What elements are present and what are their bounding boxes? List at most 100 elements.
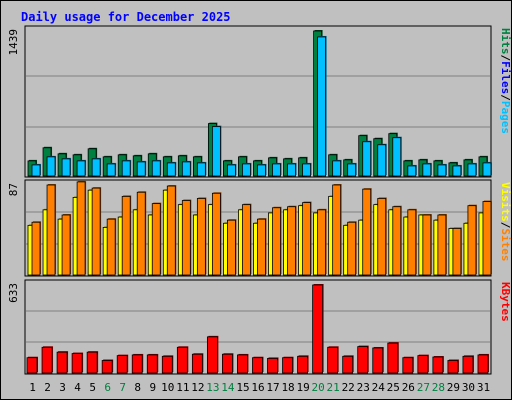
- bar-files: [317, 36, 327, 177]
- bar-sites: [196, 198, 206, 276]
- bar-kbytes: [237, 354, 248, 374]
- bar-kbytes: [191, 353, 203, 374]
- x-tick-label: 22: [342, 381, 355, 394]
- x-tick-label: 26: [402, 381, 415, 394]
- bar-sites: [302, 202, 311, 276]
- bar-files: [467, 163, 477, 177]
- x-tick-label: 30: [462, 381, 475, 394]
- bar-kbytes: [462, 355, 474, 374]
- bar-sites: [121, 195, 131, 276]
- bar-files: [452, 165, 462, 177]
- x-tick-label: 10: [161, 381, 174, 394]
- bar-kbytes: [26, 357, 38, 374]
- x-tick-label: 17: [266, 381, 279, 394]
- bar-kbytes: [86, 351, 98, 374]
- legend-entry: Pages: [499, 101, 512, 134]
- bar-files: [61, 158, 71, 177]
- bar-kbytes: [131, 354, 143, 374]
- bar-kbytes: [477, 354, 489, 374]
- bar-kbytes: [267, 358, 278, 374]
- x-tick-label: 25: [387, 381, 400, 394]
- bar-sites: [362, 188, 372, 276]
- bar-kbytes: [116, 355, 128, 374]
- bar-files: [76, 160, 86, 177]
- bar-files: [422, 163, 432, 177]
- bar-kbytes: [357, 346, 369, 374]
- x-tick-label: 19: [296, 381, 309, 394]
- bar-kbytes: [222, 353, 233, 374]
- legend-entry: Hits: [499, 28, 512, 55]
- chart-title: Daily usage for December 2025: [21, 10, 231, 24]
- x-tick-label: 20: [312, 381, 325, 394]
- bar-sites: [211, 192, 221, 276]
- bar-sites: [407, 209, 417, 276]
- bar-kbytes: [71, 353, 83, 374]
- bar-sites: [166, 185, 176, 276]
- x-tick-label: 6: [104, 381, 111, 394]
- x-tick-label: 21: [327, 381, 340, 394]
- bar-files: [136, 161, 146, 177]
- bar-files: [407, 165, 417, 177]
- bar-files: [31, 164, 41, 177]
- bar-sites: [136, 191, 146, 276]
- x-tick-label: 2: [44, 381, 51, 394]
- bar-sites: [61, 214, 71, 276]
- bar-files: [242, 163, 251, 177]
- legend-sites_visits: Visits/Sites: [499, 182, 512, 262]
- x-tick-label: 13: [206, 381, 219, 394]
- bar-kbytes: [312, 284, 324, 374]
- bar-files: [437, 164, 447, 177]
- bar-sites: [422, 214, 432, 276]
- x-tick-label: 23: [357, 381, 370, 394]
- bar-files: [347, 163, 357, 177]
- bar-kbytes: [417, 355, 429, 374]
- bar-files: [287, 163, 296, 177]
- x-tick-label: 31: [477, 381, 490, 394]
- bar-files: [46, 156, 56, 177]
- bar-files: [196, 162, 206, 177]
- bar-files: [227, 164, 236, 177]
- panel-pages_files_hits: [24, 25, 492, 178]
- x-tick-label: 3: [59, 381, 66, 394]
- bar-files: [166, 162, 176, 177]
- bar-sites: [347, 221, 357, 276]
- bar-kbytes: [402, 357, 414, 374]
- x-tick-label: 14: [221, 381, 235, 394]
- bar-files: [121, 160, 131, 177]
- legend-entry: Sites: [499, 228, 512, 261]
- x-tick-label: 16: [251, 381, 264, 394]
- bar-sites: [287, 206, 296, 276]
- x-tick-label: 12: [191, 381, 204, 394]
- legend-entry: /: [499, 94, 512, 101]
- bar-sites: [437, 214, 447, 276]
- bar-kbytes: [297, 355, 308, 374]
- legend-pages_files_hits: Hits/Files/Pages: [499, 28, 512, 134]
- bar-kbytes: [41, 346, 53, 374]
- bar-files: [257, 164, 266, 177]
- x-tick-label: 11: [176, 381, 189, 394]
- x-tick-label: 24: [372, 381, 386, 394]
- bar-files: [302, 163, 311, 177]
- legend-entry: /: [499, 222, 512, 229]
- bar-sites: [181, 200, 191, 276]
- bar-kbytes: [176, 346, 188, 374]
- bar-sites: [242, 204, 251, 276]
- x-tick-label: 18: [281, 381, 294, 394]
- bar-sites: [31, 221, 41, 276]
- bar-kbytes: [372, 347, 384, 374]
- x-tick-label: 15: [236, 381, 249, 394]
- bar-files: [181, 161, 191, 177]
- legend-entry: Files: [499, 61, 512, 94]
- bar-sites: [392, 206, 402, 276]
- bar-files: [91, 158, 101, 177]
- x-tick-label: 5: [89, 381, 96, 394]
- y-max-label: 87: [7, 183, 20, 196]
- bar-kbytes: [282, 357, 293, 374]
- bar-kbytes: [161, 355, 173, 374]
- legend-entry: KBytes: [499, 282, 512, 322]
- bar-sites: [467, 205, 477, 276]
- bar-sites: [332, 184, 342, 276]
- bar-files: [106, 163, 116, 177]
- bar-kbytes: [387, 342, 399, 374]
